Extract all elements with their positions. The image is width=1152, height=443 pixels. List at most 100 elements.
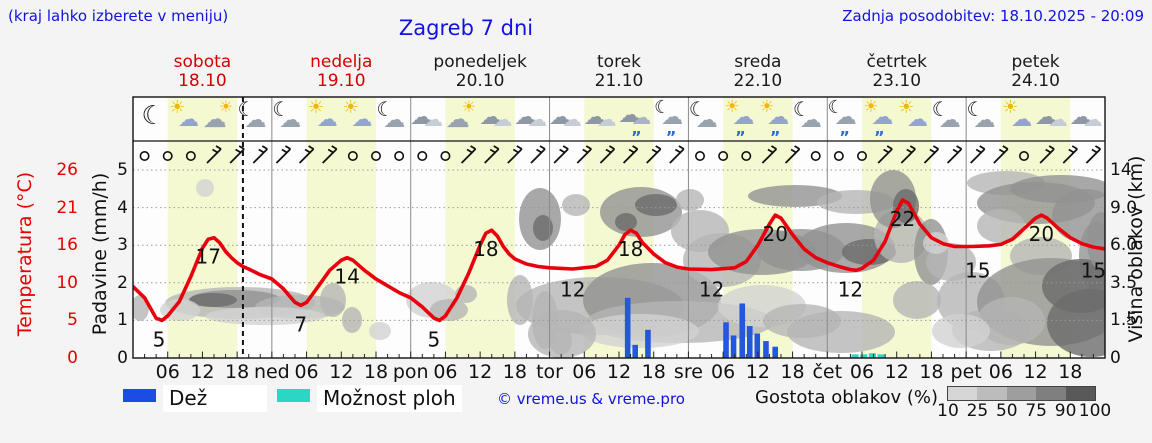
weather-icon-sun-cloud-rain: ☀ ☁ „ (757, 99, 793, 141)
x-axis-hour-label: 06 (988, 361, 1013, 383)
temperature-value-label: 12 (838, 277, 863, 301)
wind-barb-icon (761, 145, 778, 164)
icon-glyph: ☁ (548, 105, 571, 130)
icon-glyph: ☁ (244, 108, 267, 133)
wind-barb-icon (1085, 145, 1102, 164)
wind-barb-icon (229, 145, 245, 164)
density-tick-label: 25 (966, 401, 989, 421)
x-axis-hour-label: 12 (1023, 361, 1048, 383)
temp-tick-label: 26 (56, 160, 78, 180)
rain-bar (730, 335, 737, 358)
temperature-curve (133, 198, 1105, 323)
wind-calm-icon (741, 151, 752, 162)
legend-showers-swatch (277, 389, 310, 402)
icon-glyph: ☁ (618, 103, 641, 128)
weather-icon-cloud: ☁ ☁ (410, 99, 446, 141)
weather-icon-moon-cloud: ☾ ☁ (688, 99, 724, 141)
x-axis-hour-label: 12 (606, 361, 632, 383)
icon-glyph: ☾ (141, 101, 165, 131)
cloudheight-tick-label: 9.0 (1110, 197, 1138, 218)
wind-barb-icon (993, 145, 1009, 164)
icon-glyph: ☁ (1047, 107, 1068, 131)
x-axis-day-label: ned (253, 361, 290, 383)
density-tick-label: 75 (1025, 401, 1047, 421)
x-axis-day-label: pet (950, 361, 982, 383)
x-axis-hour-label: 18 (225, 361, 250, 383)
day-date: 20.10 (455, 71, 505, 91)
weather-icon-sun-cloud: ☀ ☁ (306, 99, 342, 141)
icon-glyph: ☁ (561, 107, 582, 131)
density-tick-label: 10 (937, 401, 959, 421)
icon-glyph: ☁ (1034, 105, 1057, 130)
wind-barb-icon (784, 145, 801, 164)
weather-icon-cloud: ☁ ☁ (1035, 99, 1071, 141)
wind-calm-icon (694, 151, 705, 162)
weather-icon-cloud: ☁ ☁ (514, 99, 550, 141)
icon-glyph: ☁ (492, 107, 513, 131)
temp-tick-label: 10 (56, 272, 78, 293)
x-axis-hour-label: 18 (919, 361, 944, 383)
icon-glyph: ☁ (907, 107, 929, 131)
weather-icon-sun-cloud: ☀ ☁ (896, 99, 932, 141)
x-axis-hour-label: 06 (711, 361, 736, 383)
temperature-value-label: 14 (334, 265, 359, 289)
weather-icon-moon: ☾ (132, 99, 168, 141)
icon-glyph: „ (874, 119, 885, 138)
day-date: 19.10 (316, 71, 366, 91)
wind-row (139, 145, 1102, 164)
temperature-value-label: 12 (560, 277, 585, 301)
cloudheight-tick-label: 14 (1110, 160, 1132, 180)
wind-calm-icon (394, 151, 405, 162)
icon-glyph: ☁ (316, 107, 338, 131)
icon-glyph: ☁ (834, 105, 857, 130)
temperature-value-label: 20 (762, 222, 787, 246)
icon-glyph: „ (770, 119, 781, 138)
cloud-density-scale (947, 386, 1096, 401)
weather-icon-moon-cloud: ☾ ☁ (375, 99, 411, 141)
day-name: četrtek (866, 52, 927, 72)
icon-glyph: ☁ (445, 105, 470, 133)
weather-icon-moon-cloud: ☾ ☁ (271, 99, 307, 141)
weather-icon-moon-cloud: ☾ ☁ (931, 99, 967, 141)
showers-mark (860, 354, 868, 358)
x-axis-hour-label: 06 (433, 361, 458, 383)
icon-glyph: ☾ (827, 97, 844, 118)
showers-mark (868, 353, 876, 358)
icon-glyph: „ (631, 119, 642, 138)
icon-glyph: ☁ (596, 107, 617, 131)
x-axis-day-label: tor (536, 361, 563, 383)
wind-barb-icon (322, 145, 338, 164)
wind-barb-icon (484, 145, 500, 164)
icon-glyph: ☀ (218, 97, 234, 116)
weather-icon-moon-cloud-rain: ☾ ☁ „ (827, 99, 863, 141)
wind-barb-icon (877, 145, 893, 164)
icon-glyph: ☀ (461, 97, 477, 116)
wind-barb-icon (946, 145, 963, 164)
showers-mark (851, 354, 859, 358)
icon-glyph: ☁ (631, 105, 652, 129)
precip-tick-label: 5 (117, 160, 128, 180)
copyright-link[interactable]: © vreme.us & vreme.pro (497, 390, 685, 408)
day-name: petek (1011, 52, 1060, 72)
legend-showers-label: Možnost ploh (317, 385, 462, 412)
wind-barb-icon (507, 145, 523, 164)
weather-icon-cloud: ☁ ☁ (584, 99, 620, 141)
density-tick-label: 100 (1078, 401, 1112, 421)
wind-barb-icon (530, 145, 546, 164)
density-swatch (1065, 387, 1096, 400)
icon-glyph: ☀ (724, 97, 740, 117)
wind-barb-icon (252, 145, 268, 164)
icon-glyph: ☁ (514, 105, 537, 130)
density-swatch (1036, 387, 1066, 400)
cloudheight-tick-label: 3.5 (1110, 272, 1138, 293)
icon-glyph: ☀ (1002, 97, 1019, 118)
icon-glyph: ☾ (272, 97, 291, 121)
header-hint: (kraj lahko izberete v meniju) (8, 7, 229, 25)
rain-bar (754, 333, 761, 358)
wind-calm-icon (718, 151, 729, 162)
rain-bar (772, 346, 779, 358)
wind-barb-icon (970, 145, 986, 164)
day-date: 21.10 (594, 71, 644, 91)
icon-glyph: ☁ (383, 108, 406, 133)
wind-calm-icon (162, 151, 173, 162)
